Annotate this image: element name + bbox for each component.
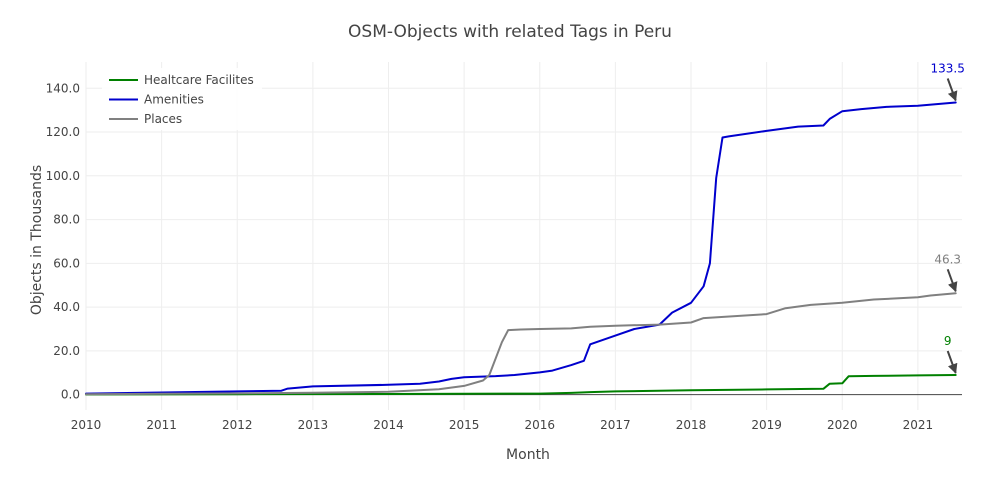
annotations: 133.5 46.3 9 xyxy=(931,61,965,374)
annotation-label: 46.3 xyxy=(934,252,961,266)
y-tick-label: 140.0 xyxy=(46,81,80,95)
series-line-healtcare-facilites xyxy=(85,374,957,396)
y-tick-label: 120.0 xyxy=(46,125,80,139)
legend-label[interactable]: Places xyxy=(144,112,182,126)
legend-label[interactable]: Healtcare Facilites xyxy=(144,73,254,87)
x-tick-label: 2018 xyxy=(676,418,707,432)
y-tick-label: 60.0 xyxy=(53,256,80,270)
y-tick-label: 0.0 xyxy=(61,388,80,402)
series-line-amenities xyxy=(85,101,957,395)
legend-label[interactable]: Amenities xyxy=(144,93,204,107)
series-line-places xyxy=(85,292,957,396)
x-tick-label: 2020 xyxy=(827,418,858,432)
series-lines xyxy=(85,101,957,396)
x-tick-label: 2019 xyxy=(751,418,782,432)
y-axis-title: Objects in Thousands xyxy=(29,165,45,315)
y-tick-label: 40.0 xyxy=(53,300,80,314)
grid xyxy=(85,62,962,410)
annotation-label: 9 xyxy=(944,334,952,348)
x-tick-label: 2016 xyxy=(524,418,555,432)
x-tick-label: 2014 xyxy=(373,418,404,432)
x-tick-label: 2017 xyxy=(600,418,631,432)
x-axis-title: Month xyxy=(506,447,550,463)
y-tick-label: 100.0 xyxy=(46,169,80,183)
legend: Healtcare Facilites Amenities Places xyxy=(102,68,262,130)
annotation-arrow xyxy=(946,78,958,102)
x-tick-label: 2010 xyxy=(71,418,102,432)
y-tick-label: 20.0 xyxy=(53,344,80,358)
y-tick-label: 80.0 xyxy=(53,213,80,227)
chart-title: OSM-Objects with related Tags in Peru xyxy=(348,22,672,42)
x-tick-label: 2021 xyxy=(903,418,934,432)
x-tick-label: 2011 xyxy=(146,418,177,432)
axes: 0.0 20.0 40.0 60.0 80.0 100.0 120.0 140.0 2010 20… xyxy=(46,81,962,432)
x-tick-label: 2013 xyxy=(298,418,329,432)
annotation-arrow xyxy=(946,269,958,293)
x-tick-label: 2015 xyxy=(449,418,480,432)
annotation-arrow xyxy=(946,350,958,374)
annotation-label: 133.5 xyxy=(931,61,965,75)
x-tick-label: 2012 xyxy=(222,418,253,432)
